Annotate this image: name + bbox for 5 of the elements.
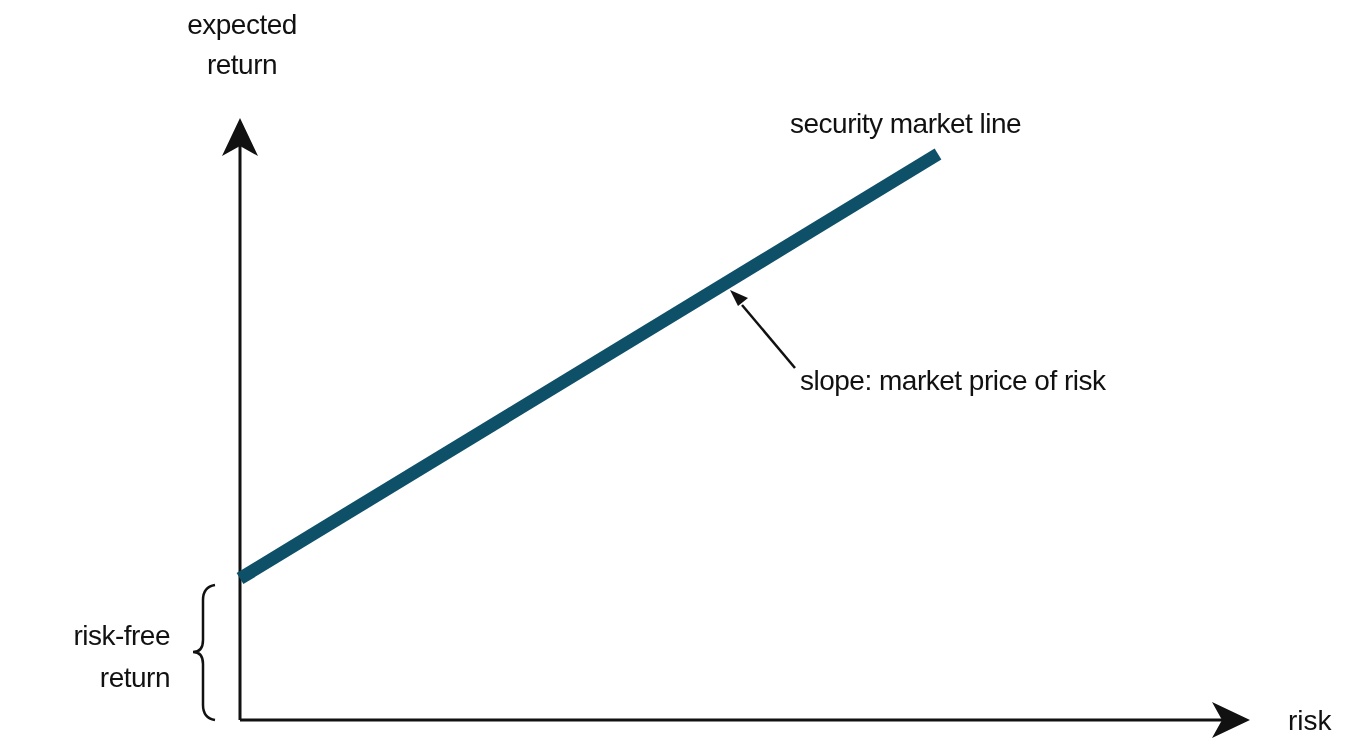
x-axis-title: risk: [1288, 705, 1333, 736]
y-axis-title: expected return: [187, 9, 297, 80]
annotation: slope: market price of risk: [800, 365, 1107, 396]
text: risk-free return: [73, 620, 170, 693]
text: security market line: [790, 108, 1022, 139]
